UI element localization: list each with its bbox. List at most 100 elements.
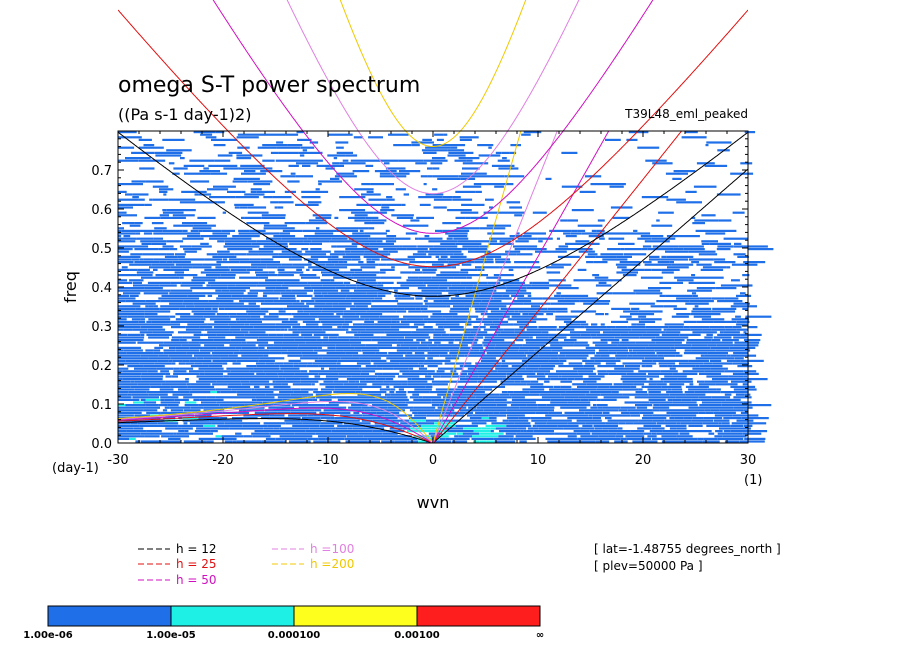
heatmap-cell — [464, 292, 481, 295]
heatmap-cell — [725, 328, 737, 331]
heatmap-cell — [590, 406, 598, 409]
heatmap-cell — [475, 190, 482, 193]
heatmap-cell — [417, 245, 434, 248]
heatmap-cell — [218, 305, 242, 308]
heatmap-cell — [323, 409, 339, 412]
heatmap-cell — [644, 263, 672, 266]
heatmap-cell — [254, 385, 260, 388]
heatmap-cell — [531, 284, 549, 287]
heatmap-cell — [374, 372, 383, 375]
heatmap-cell — [199, 398, 224, 401]
heatmap-cell — [358, 263, 379, 266]
heatmap-cell — [541, 396, 565, 399]
heatmap-cell — [309, 313, 334, 316]
heatmap-cell — [672, 177, 682, 180]
heatmap-cell — [427, 357, 433, 360]
heatmap-cell — [433, 300, 443, 303]
heatmap-cell — [732, 362, 742, 365]
heatmap-cell — [518, 336, 530, 339]
heatmap-cell — [434, 409, 455, 412]
heatmap-cell — [362, 323, 375, 326]
heatmap-cell — [304, 287, 312, 290]
heatmap-cell — [605, 359, 621, 362]
heatmap-cell — [348, 380, 356, 383]
heatmap-cell — [472, 435, 499, 438]
heatmap-cell — [359, 229, 364, 232]
heatmap-cell — [651, 268, 662, 271]
heatmap-cell — [716, 388, 721, 391]
heatmap-cell — [408, 266, 428, 269]
heatmap-cell — [227, 383, 242, 386]
heatmap-cell — [123, 328, 133, 331]
heatmap-cell — [615, 346, 627, 349]
heatmap-cell — [638, 419, 653, 422]
heatmap-cell — [615, 263, 641, 266]
heatmap-cell — [348, 432, 359, 435]
heatmap-cell — [189, 370, 205, 373]
heatmap-cell — [357, 279, 365, 282]
heatmap-cell — [394, 258, 415, 261]
heatmap-cell — [330, 411, 351, 414]
y-tick-label: 0.6 — [91, 203, 112, 218]
heatmap-cell — [409, 417, 426, 420]
heatmap-cell — [467, 248, 487, 251]
heatmap-cell — [153, 349, 161, 352]
heatmap-cell — [166, 149, 192, 152]
heatmap-cell — [175, 352, 187, 355]
heatmap-cell — [123, 349, 143, 352]
heatmap-cell — [256, 365, 269, 368]
heatmap-cell — [519, 440, 527, 443]
heatmap-cell — [593, 424, 606, 427]
heatmap-cell — [677, 378, 693, 381]
heatmap-cell — [420, 341, 432, 344]
heatmap-cell — [505, 432, 517, 435]
heatmap-cell — [212, 383, 228, 386]
heatmap-cell — [183, 300, 209, 303]
heatmap-cell — [321, 367, 325, 370]
heatmap-cell — [360, 380, 368, 383]
heatmap-cell — [135, 232, 141, 235]
heatmap-cell — [432, 383, 448, 386]
heatmap-cell — [704, 380, 728, 383]
heatmap-cell — [322, 357, 341, 360]
heatmap-cell — [311, 240, 330, 243]
heatmap-cell — [202, 263, 221, 266]
heatmap-cell — [742, 307, 748, 310]
heatmap-cell — [600, 339, 608, 342]
heatmap-cell — [172, 214, 195, 217]
heatmap-cell — [118, 362, 140, 365]
heatmap-cell — [181, 372, 200, 375]
axes: -30 -20 -10 0 10 20 300.00.10.20.30.40.50.60.7 — [91, 131, 756, 468]
heatmap-cell — [211, 138, 238, 141]
heatmap-cell — [602, 411, 610, 414]
heatmap-cell — [337, 398, 358, 401]
heatmap-cell — [635, 292, 663, 295]
heatmap-cell — [215, 289, 222, 292]
heatmap-cell — [249, 370, 264, 373]
heatmap-cell — [630, 419, 639, 422]
heatmap-cell — [637, 237, 652, 240]
heatmap-cell — [656, 432, 679, 435]
heatmap-cell — [730, 172, 754, 175]
heatmap-cell — [232, 440, 237, 443]
heatmap-cell — [283, 362, 294, 365]
heatmap-cell — [287, 305, 309, 308]
heatmap-cell — [395, 391, 407, 394]
heatmap-cell — [288, 414, 308, 417]
heatmap-cell — [591, 336, 615, 339]
heatmap-cell — [566, 323, 581, 326]
heatmap-cell — [222, 419, 243, 422]
heatmap-cell — [459, 138, 472, 141]
heatmap-cell — [737, 365, 753, 368]
heatmap-cell — [296, 294, 313, 297]
heatmap-cell — [396, 349, 408, 352]
heatmap-cell — [491, 422, 515, 425]
heatmap-cell — [168, 437, 181, 440]
heatmap-cell — [213, 339, 231, 342]
heatmap-cell — [427, 320, 442, 323]
heatmap-cell — [533, 370, 550, 373]
heatmap-cell — [230, 370, 250, 373]
heatmap-cell — [209, 237, 222, 240]
heatmap-cell — [597, 346, 615, 349]
heatmap-cell — [225, 341, 242, 344]
